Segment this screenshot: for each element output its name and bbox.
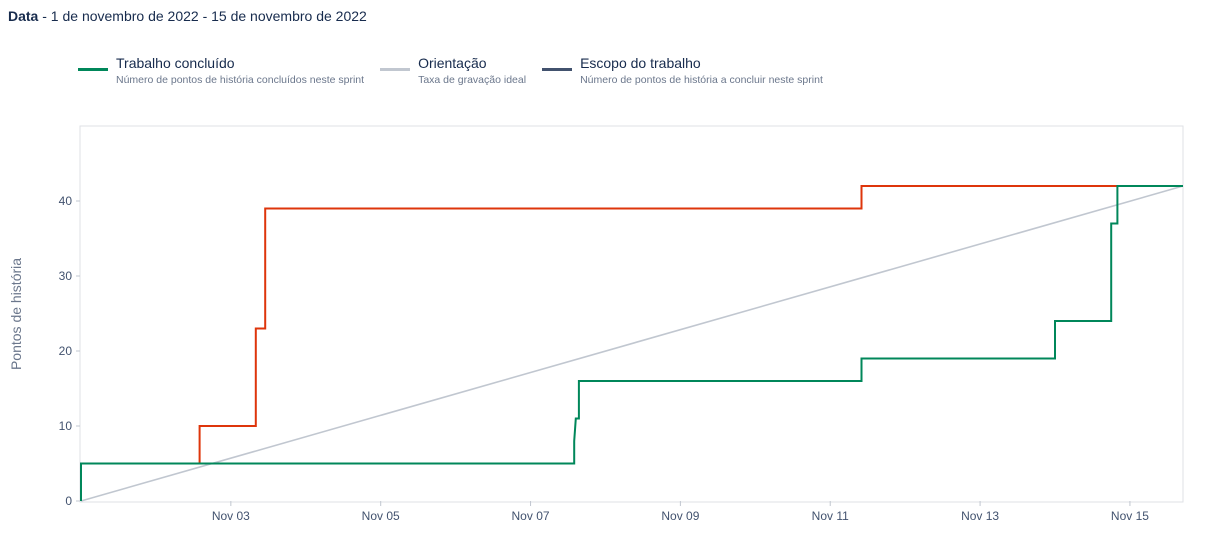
legend-swatch-guideline <box>380 68 411 71</box>
x-tick-label: Nov 03 <box>212 509 250 523</box>
x-tick-label: Nov 13 <box>961 509 999 523</box>
legend-item-completed[interactable]: Trabalho concluído Número de pontos de h… <box>78 55 364 86</box>
series-line-escopo-do-trabalho[interactable] <box>81 185 1183 465</box>
series-line-orientação[interactable] <box>80 185 1184 502</box>
legend-title-completed: Trabalho concluído <box>116 55 235 71</box>
legend-title-guideline: Orientação <box>418 55 487 71</box>
y-tick-label: 30 <box>59 269 73 283</box>
date-range-header: Data - 1 de novembro de 2022 - 15 de nov… <box>8 8 367 24</box>
x-axis: Nov 03 Nov 05 Nov 07 Nov 09 Nov 11 Nov 13 Nov … <box>212 501 1149 523</box>
chart-legend: Trabalho concluído Número de pontos de h… <box>78 55 839 86</box>
legend-desc-guideline: Taxa de gravação ideal <box>418 74 527 86</box>
date-label: Data <box>8 8 39 24</box>
legend-desc-scope: Número de pontos de história a concluir … <box>580 74 823 86</box>
y-axis-label: Pontos de história <box>8 258 24 370</box>
legend-swatch-completed <box>78 68 108 71</box>
date-range-text: - 1 de novembro de 2022 - 15 de novembro… <box>38 8 367 24</box>
legend-desc-completed: Número de pontos de história concluídos … <box>116 74 365 86</box>
y-tick-label: 0 <box>65 494 72 508</box>
series-layer <box>80 185 1184 502</box>
x-tick-label: Nov 09 <box>661 509 699 523</box>
series-line-trabalho-concluído[interactable] <box>80 185 1183 501</box>
y-axis: 0 10 20 30 40 <box>59 194 80 508</box>
legend-item-scope[interactable]: Escopo do trabalho Número de pontos de h… <box>542 55 823 86</box>
plot-area-border <box>79 125 1184 503</box>
y-tick-label: 10 <box>59 419 73 433</box>
legend-item-guideline[interactable]: Orientação Taxa de gravação ideal <box>380 55 526 86</box>
y-tick-label: 40 <box>59 194 73 208</box>
legend-swatch-scope <box>542 68 573 71</box>
y-tick-label: 20 <box>59 344 73 358</box>
x-tick-label: Nov 05 <box>362 509 400 523</box>
x-tick-label: Nov 11 <box>812 509 849 523</box>
legend-title-scope: Escopo do trabalho <box>580 55 701 71</box>
x-tick-label: Nov 15 <box>1111 509 1149 523</box>
x-tick-label: Nov 07 <box>512 509 550 523</box>
